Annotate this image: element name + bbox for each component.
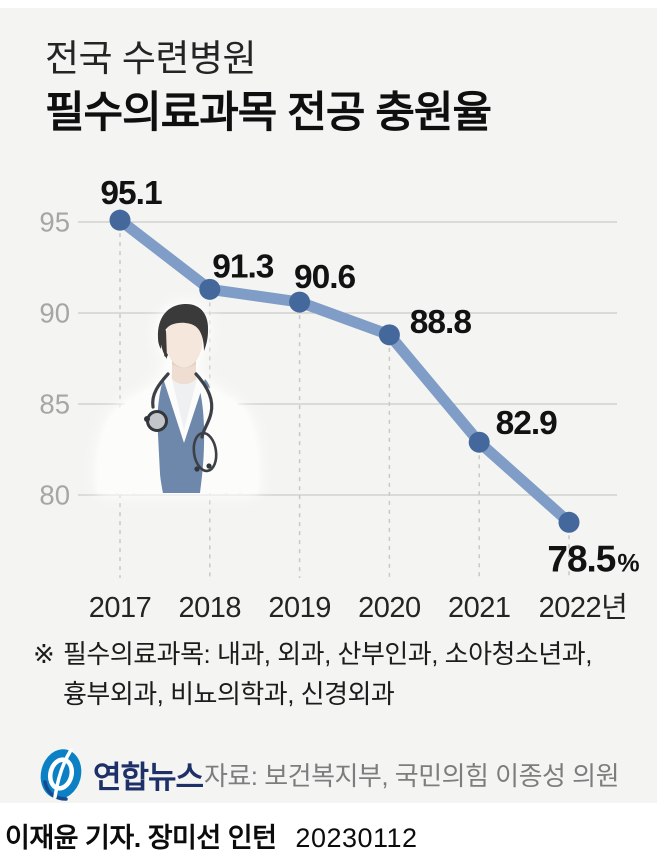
data-point-2019 <box>289 291 311 313</box>
year-labels-group: 2017 2018 2019 2020 2021 2022년 <box>89 592 628 624</box>
footnote: ※ 필수의료과목: 내과, 외과, 산부인과, 소아청소년과, 흉부외과, 비뇨… <box>33 634 633 714</box>
year-label-2021: 2021 <box>448 592 511 624</box>
chart-panel-background <box>0 8 657 803</box>
stethoscope-loop <box>192 431 218 473</box>
ytick-label-90: 90 <box>39 298 70 329</box>
year-label-2017: 2017 <box>89 592 152 624</box>
data-point-2022년 <box>558 511 580 533</box>
value-label-2020: 88.8 <box>410 304 472 341</box>
data-points-group <box>109 209 580 533</box>
dashed-guides-group <box>119 224 570 578</box>
year-label-2018: 2018 <box>179 592 242 624</box>
trend-line <box>114 214 575 528</box>
doctor-hair <box>157 303 209 351</box>
data-point-2020 <box>378 324 400 346</box>
reporter-byline: 이재윤 기자. 장미선 인턴 <box>5 823 277 853</box>
scrub-vneck-inner <box>171 375 198 430</box>
year-label-2019: 2019 <box>268 592 331 624</box>
data-point-2021 <box>468 431 490 453</box>
stethoscope-chestpiece <box>146 410 168 432</box>
stethoscope-tube-right <box>194 372 214 439</box>
year-label-2020: 2020 <box>358 592 421 624</box>
value-label-2017: 95.1 <box>100 175 162 212</box>
data-point-2017 <box>109 209 131 231</box>
year-label-2022년: 2022년 <box>539 592 628 624</box>
stethoscope-tube-left <box>151 372 170 409</box>
stethoscope-earpiece <box>194 466 200 472</box>
doctor-illustration <box>98 303 258 494</box>
credit-line: 이재윤 기자. 장미선 인턴 20230112 <box>5 816 418 855</box>
footer-row: 연합뉴스 자료: 보건복지부, 국민의힘 이종성 의원 <box>38 744 620 804</box>
yonhap-logo: 연합뉴스 <box>38 746 204 802</box>
footnote-marker: ※ <box>33 639 55 669</box>
doctor-sideburn <box>160 330 167 359</box>
ytick-label-85: 85 <box>39 389 70 420</box>
ytick-label-80: 80 <box>39 480 70 511</box>
value-label-2018: 91.3 <box>212 248 274 285</box>
doctor-face <box>165 312 203 368</box>
ytick-label-95: 95 <box>39 207 70 238</box>
coat-lapel-left <box>98 377 164 493</box>
title-block: 전국 수련병원 필수의료과목 전공 충원율 <box>45 36 492 140</box>
value-label-2021: 82.9 <box>496 405 558 442</box>
value-labels-group: 95.1 91.3 90.6 88.8 82.9 78.5% <box>100 175 640 579</box>
data-point-2018 <box>199 278 221 300</box>
source-text: 자료: 보건복지부, 국민의힘 이종성 의원 <box>203 760 620 791</box>
publish-date: 20230112 <box>295 823 418 853</box>
value-label-2019: 90.6 <box>294 259 356 296</box>
chestpiece-stem <box>144 416 150 422</box>
footnote-line2: 흉부외과, 비뇨의학과, 신경외과 <box>63 679 395 709</box>
stethoscope-earpiece <box>206 463 212 469</box>
title-subline: 전국 수련병원 <box>45 38 257 79</box>
value-label-2022년: 78.5% <box>547 538 639 579</box>
trend-line-group <box>114 214 575 528</box>
page-title: 필수의료과목 전공 충원율 <box>45 89 492 138</box>
yonhap-logo-icon <box>40 748 82 801</box>
yonhap-logo-text: 연합뉴스 <box>93 759 204 795</box>
footnote-line1: 필수의료과목: 내과, 외과, 산부인과, 소아청소년과, <box>63 639 592 669</box>
coat-lapel-right <box>196 377 258 493</box>
